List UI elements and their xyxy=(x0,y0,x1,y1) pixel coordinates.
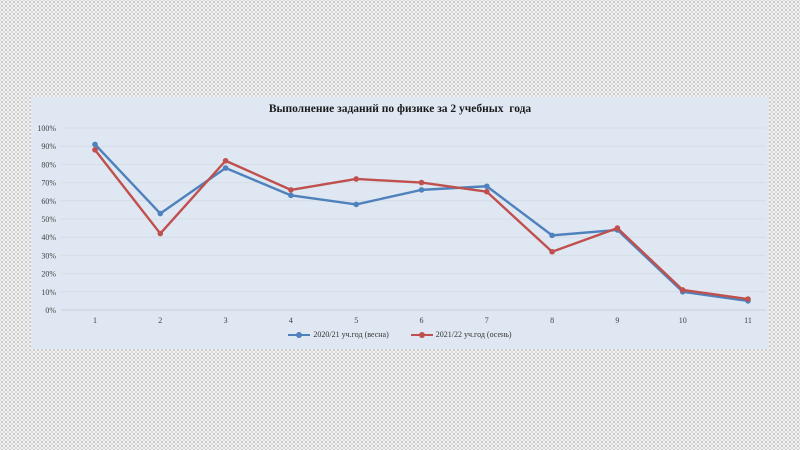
legend-item-series-2: 2021/22 уч.год (осень) xyxy=(410,330,512,339)
y-tick-label: 50% xyxy=(41,215,56,224)
plot-area: 0% 10% 20% 30% 40% 50% 60% 70% 80% 90% 100% 1 2 3 4 5 6… xyxy=(37,124,766,325)
chart-container: Выполнение заданий по физике за 2 учебны… xyxy=(31,97,769,349)
x-tick-label: 6 xyxy=(420,316,424,325)
x-tick-label: 7 xyxy=(485,316,489,325)
legend-line-marker-icon xyxy=(288,331,311,338)
x-tick-label: 8 xyxy=(550,316,554,325)
legend-label: 2020/21 уч.год (весна) xyxy=(313,330,389,339)
chart-title: Выполнение заданий по физике за 2 учебны… xyxy=(268,103,532,115)
data-point-marker xyxy=(679,287,686,293)
y-tick-label: 0% xyxy=(45,306,56,315)
data-point-marker xyxy=(353,176,360,182)
y-tick-label: 100% xyxy=(37,124,56,133)
data-point-marker xyxy=(484,188,490,195)
data-point-marker xyxy=(222,157,229,164)
legend: 2020/21 уч.год (весна) 2021/22 уч.год (о… xyxy=(31,330,769,339)
data-point-marker xyxy=(353,201,360,208)
x-tick-label: 10 xyxy=(679,316,687,325)
x-tick-label: 4 xyxy=(289,316,293,325)
data-point-marker xyxy=(157,230,164,237)
y-tick-label: 70% xyxy=(41,179,56,188)
y-tick-label: 20% xyxy=(41,270,56,279)
y-tick-label: 60% xyxy=(41,197,56,206)
data-point-marker xyxy=(288,187,294,193)
y-tick-label: 80% xyxy=(41,160,56,169)
y-tick-label: 10% xyxy=(41,288,56,297)
data-point-marker xyxy=(484,183,490,190)
data-point-marker xyxy=(614,225,621,231)
series-1 xyxy=(92,141,751,304)
x-tick-label: 1 xyxy=(93,316,97,325)
x-tick-label: 9 xyxy=(615,316,619,325)
data-point-marker xyxy=(92,141,98,148)
legend-line-marker-icon xyxy=(410,331,433,338)
series-line xyxy=(94,143,749,303)
data-point-marker xyxy=(222,165,229,171)
x-axis-ticks: 1 2 3 4 5 6 7 8 9 10 11 xyxy=(93,316,752,325)
series-2 xyxy=(92,147,751,302)
data-point-marker xyxy=(745,296,751,302)
legend-item-series-1: 2020/21 уч.год (весна) xyxy=(288,330,389,339)
y-axis-ticks: 0% 10% 20% 30% 40% 50% 60% 70% 80% 90% 100% xyxy=(37,124,56,315)
legend-label: 2021/22 уч.год (осень) xyxy=(435,330,512,339)
y-tick-label: 90% xyxy=(41,142,56,151)
data-point-marker xyxy=(549,248,555,255)
x-tick-label: 3 xyxy=(224,316,228,325)
x-tick-label: 5 xyxy=(354,316,358,325)
series-line xyxy=(94,149,749,301)
data-point-marker xyxy=(92,147,98,153)
y-tick-label: 40% xyxy=(41,233,56,242)
data-point-marker xyxy=(549,232,555,239)
y-tick-label: 30% xyxy=(41,251,56,260)
data-point-marker xyxy=(418,187,425,193)
data-series xyxy=(92,141,751,304)
data-point-marker xyxy=(157,210,164,217)
gridlines xyxy=(61,127,766,311)
data-point-marker xyxy=(288,192,294,199)
x-tick-label: 2 xyxy=(158,316,162,325)
x-tick-label: 11 xyxy=(744,316,752,325)
data-point-marker xyxy=(418,179,425,186)
